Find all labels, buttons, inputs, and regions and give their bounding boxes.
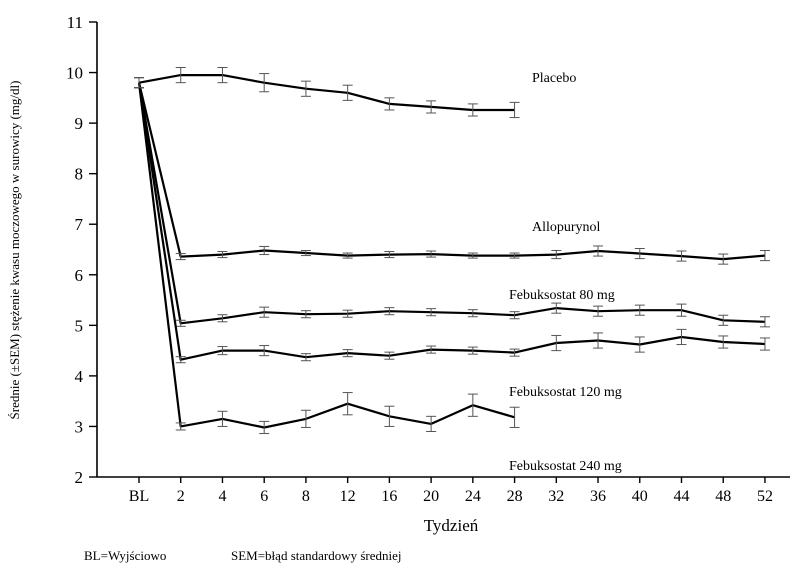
y-tick-label: 4 (75, 367, 84, 386)
series-0 (134, 67, 520, 119)
series-4 (134, 77, 520, 435)
y-tick-label: 6 (75, 266, 84, 285)
y-ticks: 2 3 4 5 6 7 8 9 10 11 (66, 13, 97, 487)
x-tick-label: 8 (302, 488, 310, 505)
x-tick-label: 52 (757, 488, 773, 505)
axes (96, 22, 790, 478)
series-1 (134, 77, 770, 265)
x-tick-label: 16 (381, 488, 397, 505)
x-axis-label: Tydzień (424, 516, 479, 535)
series-label: Allopurynol (532, 220, 601, 235)
y-tick-label: 2 (75, 468, 84, 487)
series-label: Placebo (532, 71, 576, 86)
x-tick-label: BL (129, 488, 149, 505)
series-label: Febuksostat 240 mg (509, 459, 622, 474)
x-tick-label: 28 (507, 488, 523, 505)
y-tick-label: 10 (66, 64, 83, 83)
x-tick-label: 4 (218, 488, 226, 505)
y-tick-label: 5 (75, 316, 84, 335)
series-group (134, 67, 770, 435)
x-tick-label: 32 (548, 488, 564, 505)
footnote-sem: SEM=błąd standardowy średniej (231, 548, 402, 563)
series-label: Febuksostat 80 mg (509, 288, 615, 303)
y-tick-label: 9 (75, 114, 84, 133)
series-line (138, 74, 515, 112)
footnote-bl: BL=Wyjściowo (84, 548, 167, 563)
y-tick-label: 7 (75, 215, 84, 234)
series-line (137, 82, 515, 429)
y-tick-label: 8 (75, 165, 84, 184)
x-tick-label: 6 (260, 488, 268, 505)
y-axis-label: Średnie (±SEM) stężenie kwasu moczowego … (7, 81, 22, 420)
x-tick-label: 12 (340, 488, 356, 505)
x-tick-label: 20 (423, 488, 439, 505)
x-tick-label: 24 (465, 488, 481, 505)
y-tick-label: 3 (75, 417, 84, 436)
series-line (137, 82, 765, 361)
x-tick-label: 2 (177, 488, 185, 505)
series-2 (134, 77, 770, 328)
x-ticks: BL 2 4 6 8 12 16 20 24 28 32 36 40 44 48 52 (129, 477, 773, 505)
series-3 (134, 77, 770, 364)
series-labels: Placebo Allopurynol Febuksostat 80 mg Febuk… (509, 71, 622, 474)
series-line (137, 82, 765, 325)
x-tick-label: 48 (715, 488, 731, 505)
series-line (137, 82, 765, 261)
x-tick-label: 40 (632, 488, 648, 505)
x-tick-label: 36 (590, 488, 606, 505)
x-tick-label: 44 (673, 488, 689, 505)
series-label: Febuksostat 120 mg (509, 385, 622, 400)
y-tick-label: 11 (67, 13, 83, 32)
